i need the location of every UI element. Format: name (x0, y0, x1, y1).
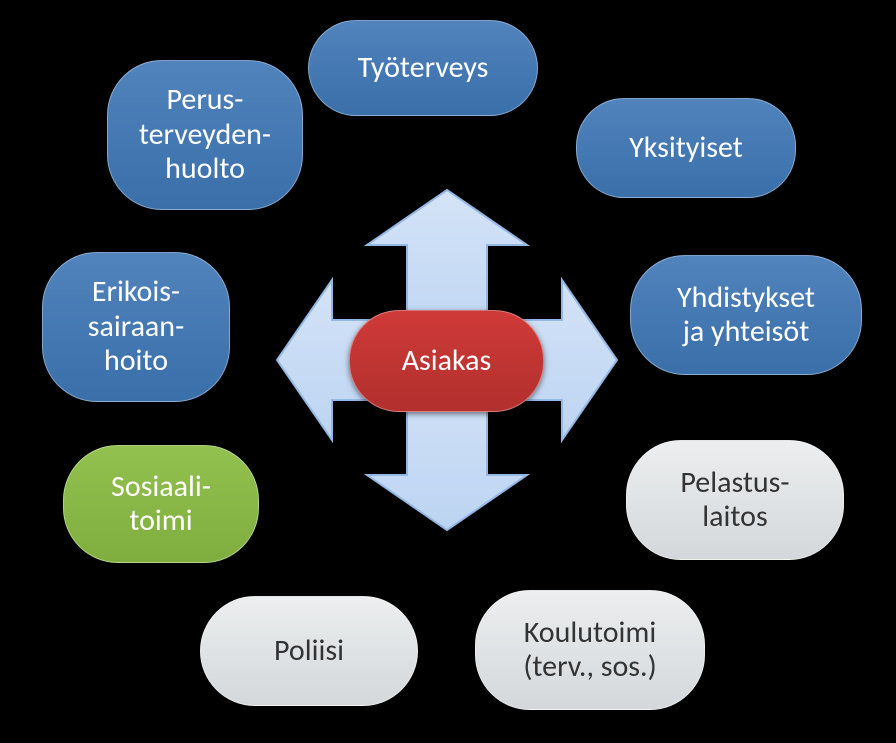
node-label: Koulutoimi (terv., sos.) (523, 616, 656, 685)
node-label: Pelastus- laitos (680, 466, 789, 535)
node-label: Yksityiset (629, 131, 743, 166)
node-sosiaalitoimi: Sosiaali- toimi (63, 445, 259, 563)
node-yhdistykset: Yhdistykset ja yhteisöt (630, 255, 862, 375)
node-label: Erikois- sairaan- hoito (88, 275, 185, 379)
node-yksityiset: Yksityiset (576, 98, 796, 198)
center-node-asiakas: Asiakas (349, 310, 544, 412)
node-label: Sosiaali- toimi (111, 470, 211, 539)
node-label: Yhdistykset ja yhteisöt (677, 281, 815, 350)
node-label: Työterveys (358, 51, 489, 86)
node-koulutoimi: Koulutoimi (terv., sos.) (475, 590, 705, 710)
node-pelastus: Pelastus- laitos (626, 440, 844, 560)
diagram-stage: Asiakas Työterveys Perus- terveyden- huol… (0, 0, 896, 743)
center-node-label: Asiakas (402, 344, 492, 379)
node-perusterveys: Perus- terveyden- huolto (107, 60, 303, 210)
node-label: Perus- terveyden- huolto (139, 83, 271, 187)
node-erikoissh: Erikois- sairaan- hoito (42, 252, 230, 402)
node-label: Poliisi (274, 634, 344, 669)
node-tyoterveys: Työterveys (308, 20, 538, 116)
node-poliisi: Poliisi (200, 596, 418, 706)
